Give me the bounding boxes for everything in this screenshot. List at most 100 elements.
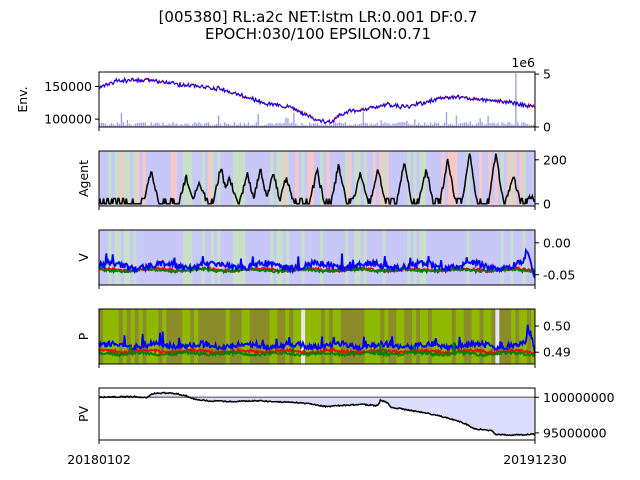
volume-bar [287,118,289,127]
volume-bar [303,125,305,127]
action-band [254,230,259,285]
volume-bar [180,124,182,127]
volume-bar [527,123,529,127]
volume-bar [289,123,291,127]
panel-frame [98,308,536,365]
volume-bar [178,125,180,127]
action-band [447,151,452,206]
volume-bar [370,123,372,127]
policy-band [265,309,270,364]
action-band [382,151,386,206]
policy-band [515,309,520,364]
y-axis-label: P [76,332,91,340]
policy-band [305,309,310,364]
policy-band [130,309,135,364]
policy-band [317,309,322,364]
y-tick-label: -0.05 [543,267,575,282]
policy-band [221,309,227,364]
volume-bar [400,122,402,127]
volume-bar [483,124,485,127]
action-band [257,230,262,285]
action-band [376,151,380,206]
action-band [317,230,321,285]
volume-bar [372,124,374,127]
policy-band [320,309,326,364]
volume-bar [455,115,458,127]
pv-line [98,391,536,437]
action-band [189,230,193,285]
action-band [102,230,106,285]
policy-band [213,309,219,364]
action-band [525,151,530,206]
policy-band [348,309,353,364]
volume-bar [495,124,497,127]
volume-bar [326,125,329,127]
action-band [226,230,231,285]
action-band [139,230,143,285]
action-band [363,151,368,206]
action-band [245,230,249,285]
action-band [444,230,449,285]
action-band [326,230,330,285]
action-band [488,230,492,285]
volume-bar [281,123,283,127]
policy-band [102,309,108,364]
action-band [304,151,309,206]
policy-band [368,309,373,364]
action-band [136,230,140,285]
action-band [279,230,284,285]
action-band [472,151,477,206]
action-band [257,151,262,206]
policy-band [491,309,496,364]
volume-bar [251,125,253,127]
volume-bar [267,123,269,127]
action-band [133,151,137,206]
volume-bar [509,122,511,127]
action-band [292,230,296,285]
volume-bar [479,118,481,127]
volume-bar [352,125,355,127]
action-band [164,151,168,206]
action-band [236,151,240,206]
policy-band [396,309,401,364]
action-band [127,230,131,285]
action-band [167,230,172,285]
volume-bar [227,124,230,127]
policy-band [511,309,516,364]
y-tick-label: 95000000 [543,425,607,440]
volume-bar [402,122,404,127]
action-band [338,230,343,285]
volume-bar [382,123,384,127]
policy-band [479,309,484,364]
action-band [310,151,315,206]
y-tick-label: 0.00 [543,235,571,250]
policy-band [229,309,235,364]
action-band [151,151,156,206]
action-band [394,230,399,285]
volume-bar [261,125,263,127]
policy-band [400,309,405,364]
volume-bar [128,123,131,127]
policy-band [225,309,231,364]
volume-bar [245,124,248,127]
action-band [404,151,408,206]
volume-bar [269,123,271,127]
action-band [435,230,439,285]
policy-band [202,309,207,364]
volume-bar [354,123,357,127]
policy-band [293,309,298,364]
volume-bar [271,123,273,127]
action-band [158,151,162,206]
action-band [102,151,106,206]
action-band [413,151,418,206]
action-band [525,230,530,285]
action-band [304,230,309,285]
volume-bar [255,122,257,127]
volume-bar [172,122,174,127]
action-band [208,230,212,285]
action-band [248,151,252,206]
policy-band [269,309,274,364]
volume-bar [475,123,477,127]
volume-bar [477,122,479,127]
action-band [329,151,333,206]
